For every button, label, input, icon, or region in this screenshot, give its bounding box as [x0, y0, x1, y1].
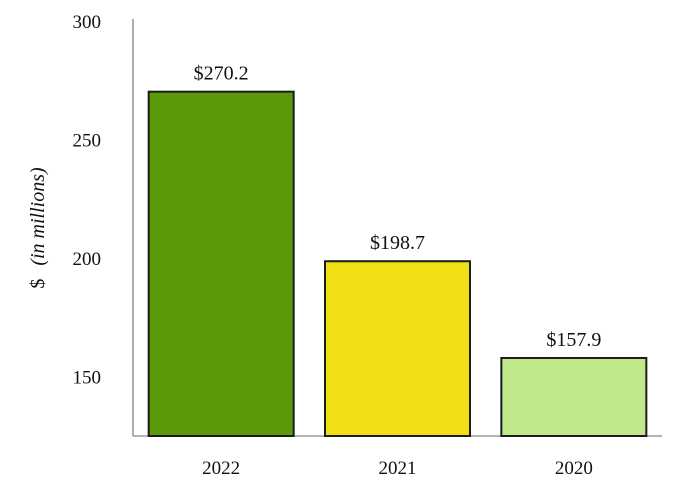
- data-label-2022: $270.2: [194, 63, 249, 85]
- y-tick-labels: 150 200 250 300: [73, 12, 102, 389]
- x-tick-labels: 2022 2021 2020: [202, 458, 593, 479]
- data-label-2021: $198.7: [370, 232, 425, 254]
- y-tick-label: 250: [73, 131, 102, 152]
- y-axis-label-unit: (in millions): [27, 167, 49, 266]
- y-tick-label: 150: [73, 368, 102, 389]
- y-axis-label: $ (in millions): [27, 167, 49, 289]
- bar-2022: [147, 90, 295, 437]
- x-tick-label-2020: 2020: [555, 458, 593, 479]
- x-tick-label-2022: 2022: [202, 458, 240, 479]
- bar-2020: [500, 356, 648, 438]
- bars: [147, 90, 648, 438]
- bar-2021: [324, 260, 471, 437]
- data-label-2020: $157.9: [546, 329, 601, 351]
- data-labels: $270.2 $198.7 $157.9: [194, 63, 602, 351]
- y-tick-label: 300: [73, 12, 102, 33]
- y-tick-label: 200: [73, 249, 102, 270]
- y-axis-label-prefix: $: [27, 279, 49, 289]
- x-tick-label-2021: 2021: [379, 458, 417, 479]
